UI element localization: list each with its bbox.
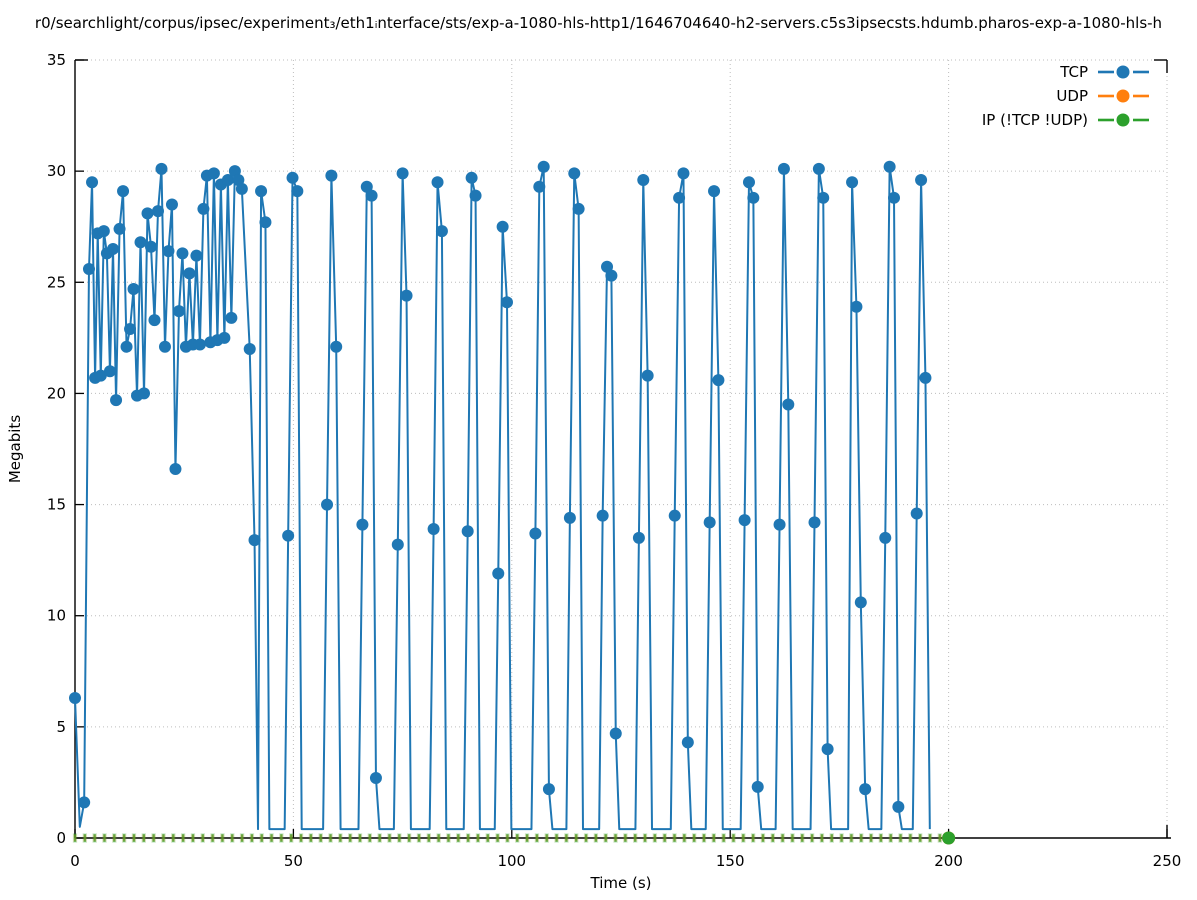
axis-labels: Megabits Time (s) [6,415,652,892]
y-axis-label: Megabits [6,415,24,483]
legend-label: IP (!TCP !UDP) [982,111,1088,129]
x-axis-label: Time (s) [590,874,652,892]
y-tick-label: 15 [47,496,66,514]
x-tick-label: 250 [1153,852,1182,870]
tick-marks [74,59,1168,839]
legend-label: TCP [1059,63,1088,81]
y-tick-label: 0 [56,829,66,847]
series-ip-tcp-udp- [72,831,956,845]
x-tick-label: 0 [70,852,80,870]
legend: TCP UDP IP (!TCP !UDP) [982,63,1149,129]
x-tick-label: 200 [934,852,963,870]
gridlines [75,59,1168,838]
y-tick-label: 25 [47,273,66,291]
y-tick-label: 35 [47,51,66,69]
x-tick-label: 100 [497,852,526,870]
x-tick-label: 50 [284,852,303,870]
chart-title: r0/searchlight/corpus/ipsec/experiment₃/… [34,14,1163,32]
legend-label: UDP [1056,87,1088,105]
x-tick-label: 150 [716,852,745,870]
y-tick-label: 20 [47,384,66,402]
series-tcp [69,160,932,831]
y-tick-label: 5 [56,718,66,736]
tick-labels: 0 5 10 15 20 25 30 35 0 50 100 150 200 250 [47,51,1181,870]
y-tick-label: 30 [47,162,66,180]
y-tick-label: 10 [47,607,66,625]
